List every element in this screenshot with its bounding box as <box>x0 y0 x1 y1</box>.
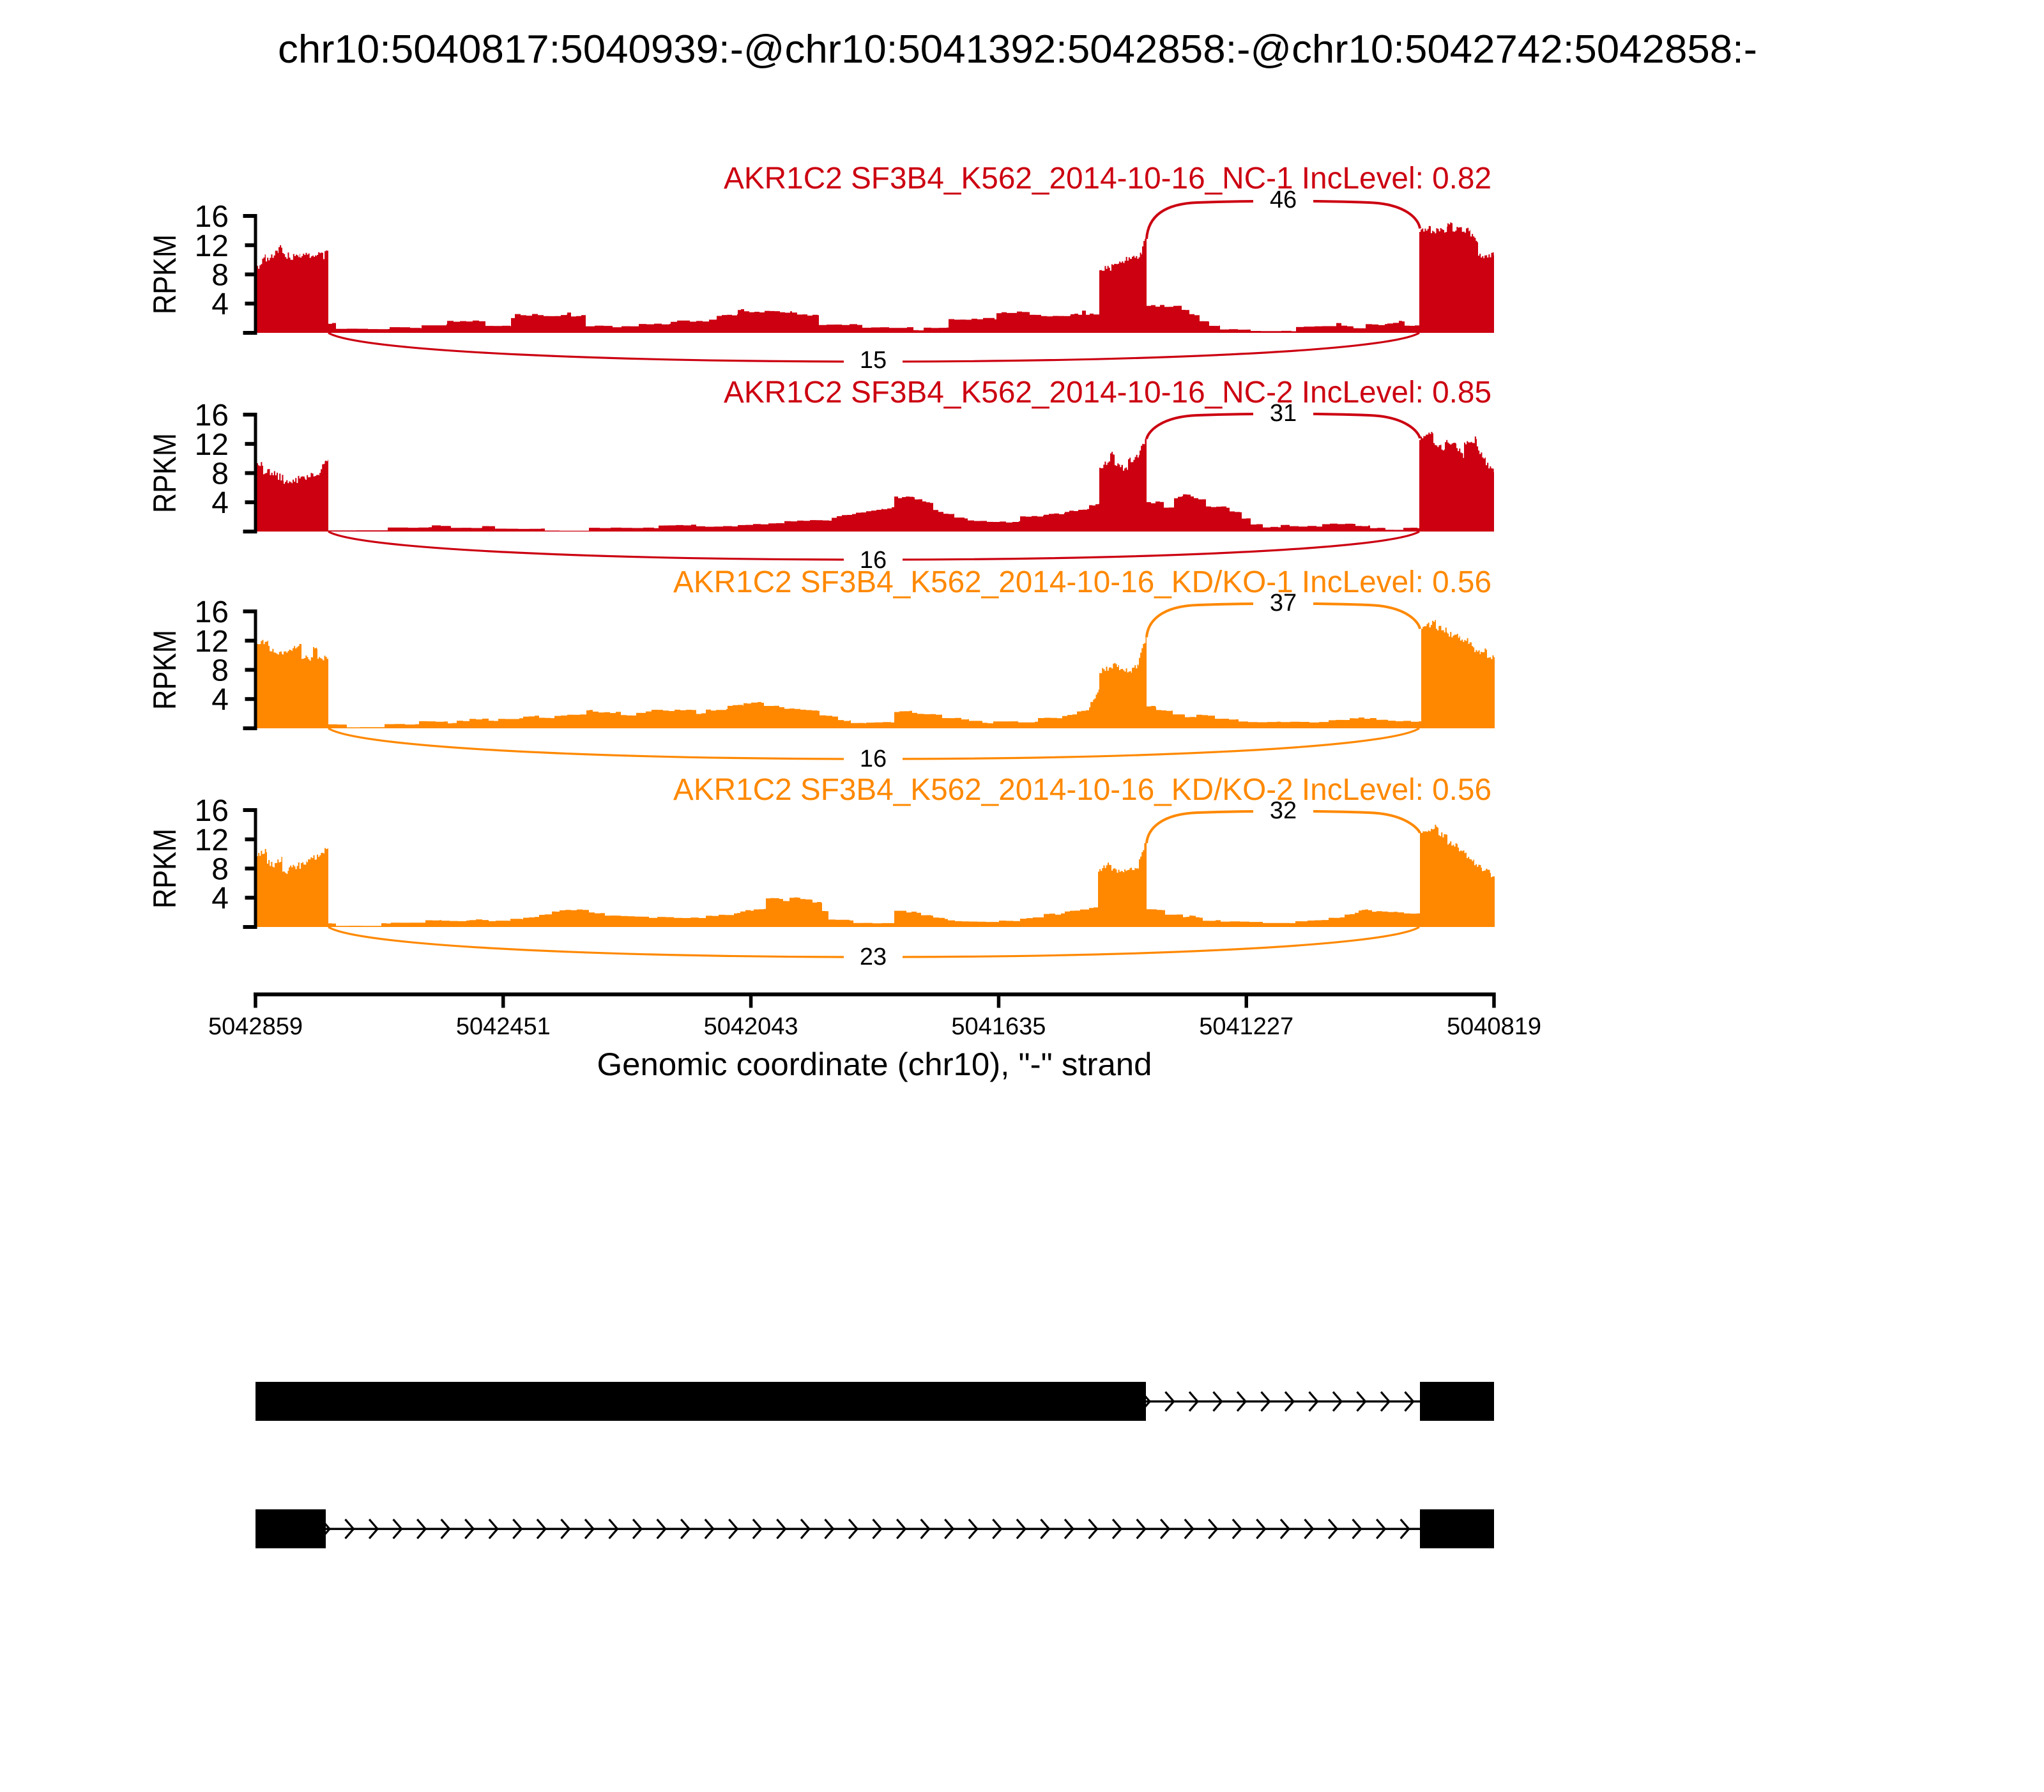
svg-text:8: 8 <box>211 654 229 688</box>
svg-text:16: 16 <box>860 746 887 772</box>
svg-text:RPKM: RPKM <box>147 829 183 908</box>
svg-text:16: 16 <box>195 595 229 629</box>
svg-text:12: 12 <box>195 823 229 857</box>
svg-text:12: 12 <box>195 229 229 263</box>
svg-text:46: 46 <box>1270 187 1297 213</box>
svg-text:RPKM: RPKM <box>147 630 183 710</box>
svg-text:chr10:5040817:5040939:-@chr10:: chr10:5040817:5040939:-@chr10:5041392:50… <box>278 27 1757 72</box>
svg-text:32: 32 <box>1270 797 1297 824</box>
svg-text:RPKM: RPKM <box>147 234 183 314</box>
svg-text:12: 12 <box>195 625 229 659</box>
svg-text:4: 4 <box>211 683 229 717</box>
svg-text:4: 4 <box>211 486 229 520</box>
svg-text:23: 23 <box>860 944 887 970</box>
svg-text:AKR1C2 SF3B4_K562_2014-10-16_K: AKR1C2 SF3B4_K562_2014-10-16_KD/KO-1 Inc… <box>673 565 1491 599</box>
svg-text:16: 16 <box>860 547 887 574</box>
svg-text:5041227: 5041227 <box>1199 1013 1293 1040</box>
svg-text:RPKM: RPKM <box>147 433 183 513</box>
svg-text:4: 4 <box>211 287 229 321</box>
svg-text:31: 31 <box>1270 400 1297 427</box>
svg-text:8: 8 <box>211 259 229 293</box>
svg-text:16: 16 <box>195 794 229 828</box>
svg-text:37: 37 <box>1270 590 1297 616</box>
svg-text:4: 4 <box>211 882 229 915</box>
svg-text:5042043: 5042043 <box>704 1013 798 1040</box>
svg-text:12: 12 <box>195 428 229 462</box>
svg-text:AKR1C2 SF3B4_K562_2014-10-16_N: AKR1C2 SF3B4_K562_2014-10-16_NC-2 IncLev… <box>724 376 1491 410</box>
svg-text:Genomic coordinate (chr10), "-: Genomic coordinate (chr10), "-" strand <box>597 1046 1152 1082</box>
svg-text:8: 8 <box>211 853 229 887</box>
svg-text:5042859: 5042859 <box>208 1013 303 1040</box>
svg-text:16: 16 <box>195 399 229 433</box>
svg-text:16: 16 <box>195 200 229 234</box>
svg-text:5040819: 5040819 <box>1447 1013 1541 1040</box>
svg-text:AKR1C2 SF3B4_K562_2014-10-16_N: AKR1C2 SF3B4_K562_2014-10-16_NC-1 IncLev… <box>724 162 1491 195</box>
svg-text:AKR1C2 SF3B4_K562_2014-10-16_K: AKR1C2 SF3B4_K562_2014-10-16_KD/KO-2 Inc… <box>673 773 1491 807</box>
svg-text:5042451: 5042451 <box>456 1013 551 1040</box>
svg-text:5041635: 5041635 <box>951 1013 1046 1040</box>
svg-text:8: 8 <box>211 457 229 491</box>
svg-text:15: 15 <box>860 347 887 374</box>
